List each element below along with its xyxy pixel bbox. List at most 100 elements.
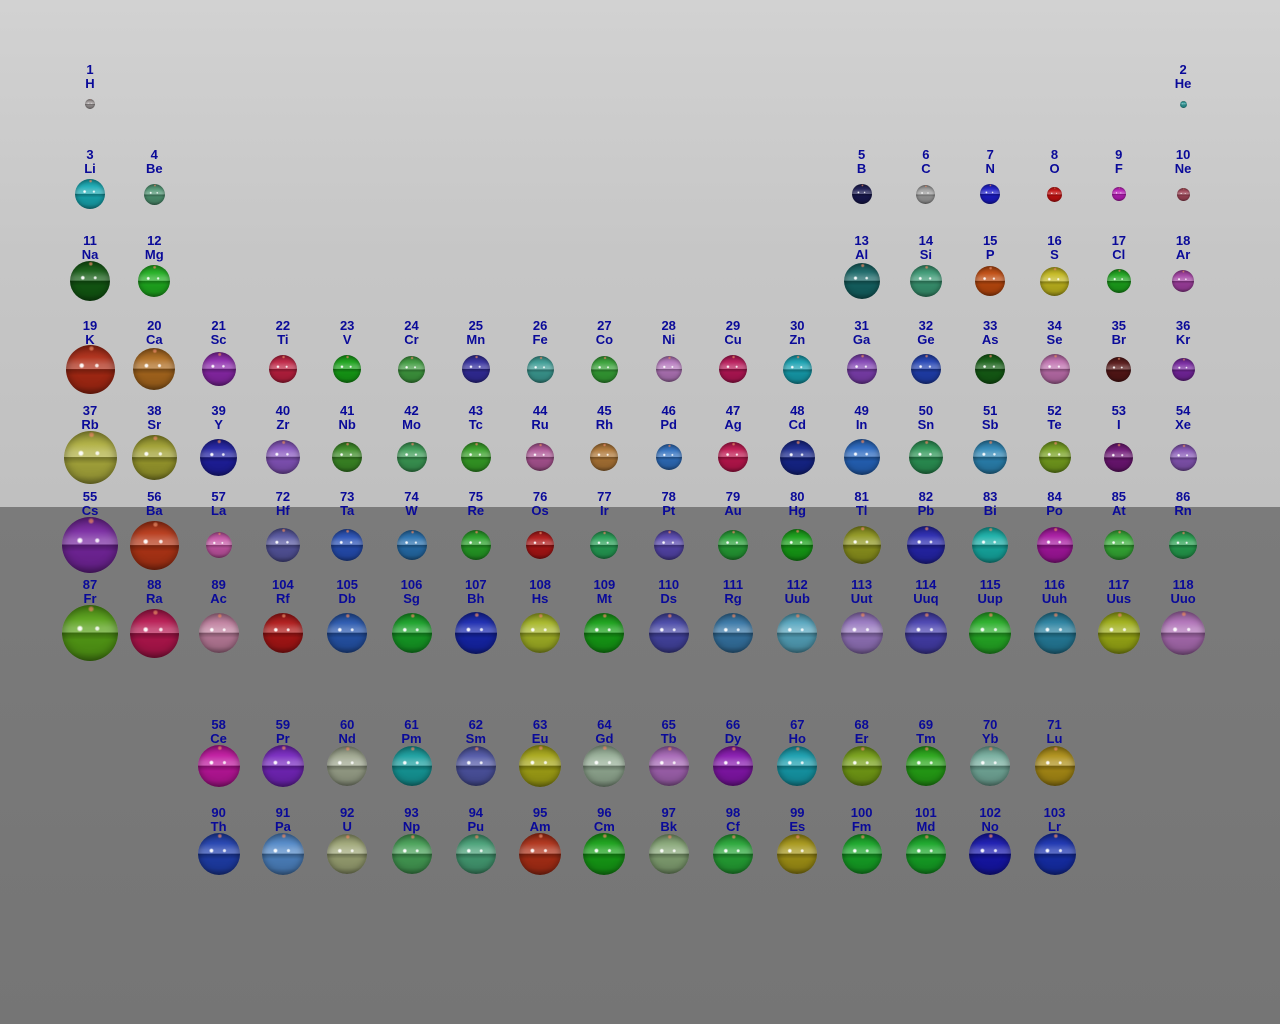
element-cell-cu[interactable]: 29 Cu	[701, 319, 765, 403]
element-cell-at[interactable]: 85 At	[1087, 490, 1151, 579]
element-cell-ds[interactable]: 110 Ds	[637, 578, 701, 667]
element-cell-co[interactable]: 27 Co	[572, 319, 636, 403]
element-cell-gd[interactable]: 64 Gd	[572, 718, 636, 800]
element-cell-rn[interactable]: 86 Rn	[1151, 490, 1215, 579]
element-cell-ge[interactable]: 32 Ge	[894, 319, 958, 403]
element-cell-lr[interactable]: 103 Lr	[1023, 806, 1087, 888]
element-cell-ho[interactable]: 67 Ho	[765, 718, 829, 800]
element-cell-cd[interactable]: 48 Cd	[765, 404, 829, 491]
element-cell-s[interactable]: 16 S	[1023, 234, 1087, 315]
element-cell-bh[interactable]: 107 Bh	[444, 578, 508, 667]
element-cell-eu[interactable]: 63 Eu	[508, 718, 572, 800]
element-cell-tl[interactable]: 81 Tl	[830, 490, 894, 579]
element-cell-w[interactable]: 74 W	[380, 490, 444, 579]
element-cell-tc[interactable]: 43 Tc	[444, 404, 508, 491]
element-cell-yb[interactable]: 70 Yb	[958, 718, 1022, 800]
element-cell-rf[interactable]: 104 Rf	[251, 578, 315, 667]
element-cell-ne[interactable]: 10 Ne	[1151, 148, 1215, 228]
element-cell-ta[interactable]: 73 Ta	[315, 490, 379, 579]
element-cell-ni[interactable]: 28 Ni	[637, 319, 701, 403]
element-cell-db[interactable]: 105 Db	[315, 578, 379, 667]
element-cell-ce[interactable]: 58 Ce	[187, 718, 251, 800]
element-cell-ba[interactable]: 56 Ba	[122, 490, 186, 579]
element-cell-cm[interactable]: 96 Cm	[572, 806, 636, 888]
element-cell-uub[interactable]: 112 Uub	[765, 578, 829, 667]
element-cell-np[interactable]: 93 Np	[380, 806, 444, 888]
element-cell-ti[interactable]: 22 Ti	[251, 319, 315, 403]
element-cell-cl[interactable]: 17 Cl	[1087, 234, 1151, 315]
element-cell-nd[interactable]: 60 Nd	[315, 718, 379, 800]
element-cell-fr[interactable]: 87 Fr	[58, 578, 122, 667]
element-cell-as[interactable]: 33 As	[958, 319, 1022, 403]
element-cell-sb[interactable]: 51 Sb	[958, 404, 1022, 491]
element-cell-au[interactable]: 79 Au	[701, 490, 765, 579]
element-cell-uuq[interactable]: 114 Uuq	[894, 578, 958, 667]
element-cell-mg[interactable]: 12 Mg	[122, 234, 186, 315]
element-cell-p[interactable]: 15 P	[958, 234, 1022, 315]
element-cell-be[interactable]: 4 Be	[122, 148, 186, 228]
element-cell-dy[interactable]: 66 Dy	[701, 718, 765, 800]
element-cell-mn[interactable]: 25 Mn	[444, 319, 508, 403]
element-cell-ar[interactable]: 18 Ar	[1151, 234, 1215, 315]
element-cell-v[interactable]: 23 V	[315, 319, 379, 403]
element-cell-na[interactable]: 11 Na	[58, 234, 122, 315]
element-cell-lu[interactable]: 71 Lu	[1023, 718, 1087, 800]
element-cell-rh[interactable]: 45 Rh	[572, 404, 636, 491]
element-cell-br[interactable]: 35 Br	[1087, 319, 1151, 403]
element-cell-ac[interactable]: 89 Ac	[187, 578, 251, 667]
element-cell-cf[interactable]: 98 Cf	[701, 806, 765, 888]
element-cell-uut[interactable]: 113 Uut	[830, 578, 894, 667]
element-cell-sc[interactable]: 21 Sc	[187, 319, 251, 403]
element-cell-li[interactable]: 3 Li	[58, 148, 122, 228]
element-cell-he[interactable]: 2 He	[1151, 63, 1215, 138]
element-cell-re[interactable]: 75 Re	[444, 490, 508, 579]
element-cell-th[interactable]: 90 Th	[187, 806, 251, 888]
element-cell-ga[interactable]: 31 Ga	[830, 319, 894, 403]
element-cell-sg[interactable]: 106 Sg	[380, 578, 444, 667]
element-cell-se[interactable]: 34 Se	[1023, 319, 1087, 403]
element-cell-si[interactable]: 14 Si	[894, 234, 958, 315]
element-cell-tm[interactable]: 69 Tm	[894, 718, 958, 800]
element-cell-uus[interactable]: 117 Uus	[1087, 578, 1151, 667]
element-cell-hf[interactable]: 72 Hf	[251, 490, 315, 579]
element-cell-cr[interactable]: 24 Cr	[380, 319, 444, 403]
element-cell-bk[interactable]: 97 Bk	[637, 806, 701, 888]
element-cell-pu[interactable]: 94 Pu	[444, 806, 508, 888]
element-cell-pm[interactable]: 61 Pm	[380, 718, 444, 800]
element-cell-rg[interactable]: 111 Rg	[701, 578, 765, 667]
element-cell-mt[interactable]: 109 Mt	[572, 578, 636, 667]
element-cell-hg[interactable]: 80 Hg	[765, 490, 829, 579]
element-cell-y[interactable]: 39 Y	[187, 404, 251, 491]
element-cell-nb[interactable]: 41 Nb	[315, 404, 379, 491]
element-cell-fe[interactable]: 26 Fe	[508, 319, 572, 403]
element-cell-ra[interactable]: 88 Ra	[122, 578, 186, 667]
element-cell-tb[interactable]: 65 Tb	[637, 718, 701, 800]
element-cell-i[interactable]: 53 I	[1087, 404, 1151, 491]
element-cell-zr[interactable]: 40 Zr	[251, 404, 315, 491]
element-cell-es[interactable]: 99 Es	[765, 806, 829, 888]
element-cell-ca[interactable]: 20 Ca	[122, 319, 186, 403]
element-cell-sn[interactable]: 50 Sn	[894, 404, 958, 491]
element-cell-er[interactable]: 68 Er	[830, 718, 894, 800]
element-cell-k[interactable]: 19 K	[58, 319, 122, 403]
element-cell-la[interactable]: 57 La	[187, 490, 251, 579]
element-cell-md[interactable]: 101 Md	[894, 806, 958, 888]
element-cell-xe[interactable]: 54 Xe	[1151, 404, 1215, 491]
element-cell-zn[interactable]: 30 Zn	[765, 319, 829, 403]
element-cell-ir[interactable]: 77 Ir	[572, 490, 636, 579]
element-cell-pd[interactable]: 46 Pd	[637, 404, 701, 491]
element-cell-po[interactable]: 84 Po	[1023, 490, 1087, 579]
element-cell-bi[interactable]: 83 Bi	[958, 490, 1022, 579]
element-cell-al[interactable]: 13 Al	[830, 234, 894, 315]
element-cell-sr[interactable]: 38 Sr	[122, 404, 186, 491]
element-cell-pr[interactable]: 59 Pr	[251, 718, 315, 800]
element-cell-ru[interactable]: 44 Ru	[508, 404, 572, 491]
element-cell-in[interactable]: 49 In	[830, 404, 894, 491]
element-cell-cs[interactable]: 55 Cs	[58, 490, 122, 579]
element-cell-pt[interactable]: 78 Pt	[637, 490, 701, 579]
